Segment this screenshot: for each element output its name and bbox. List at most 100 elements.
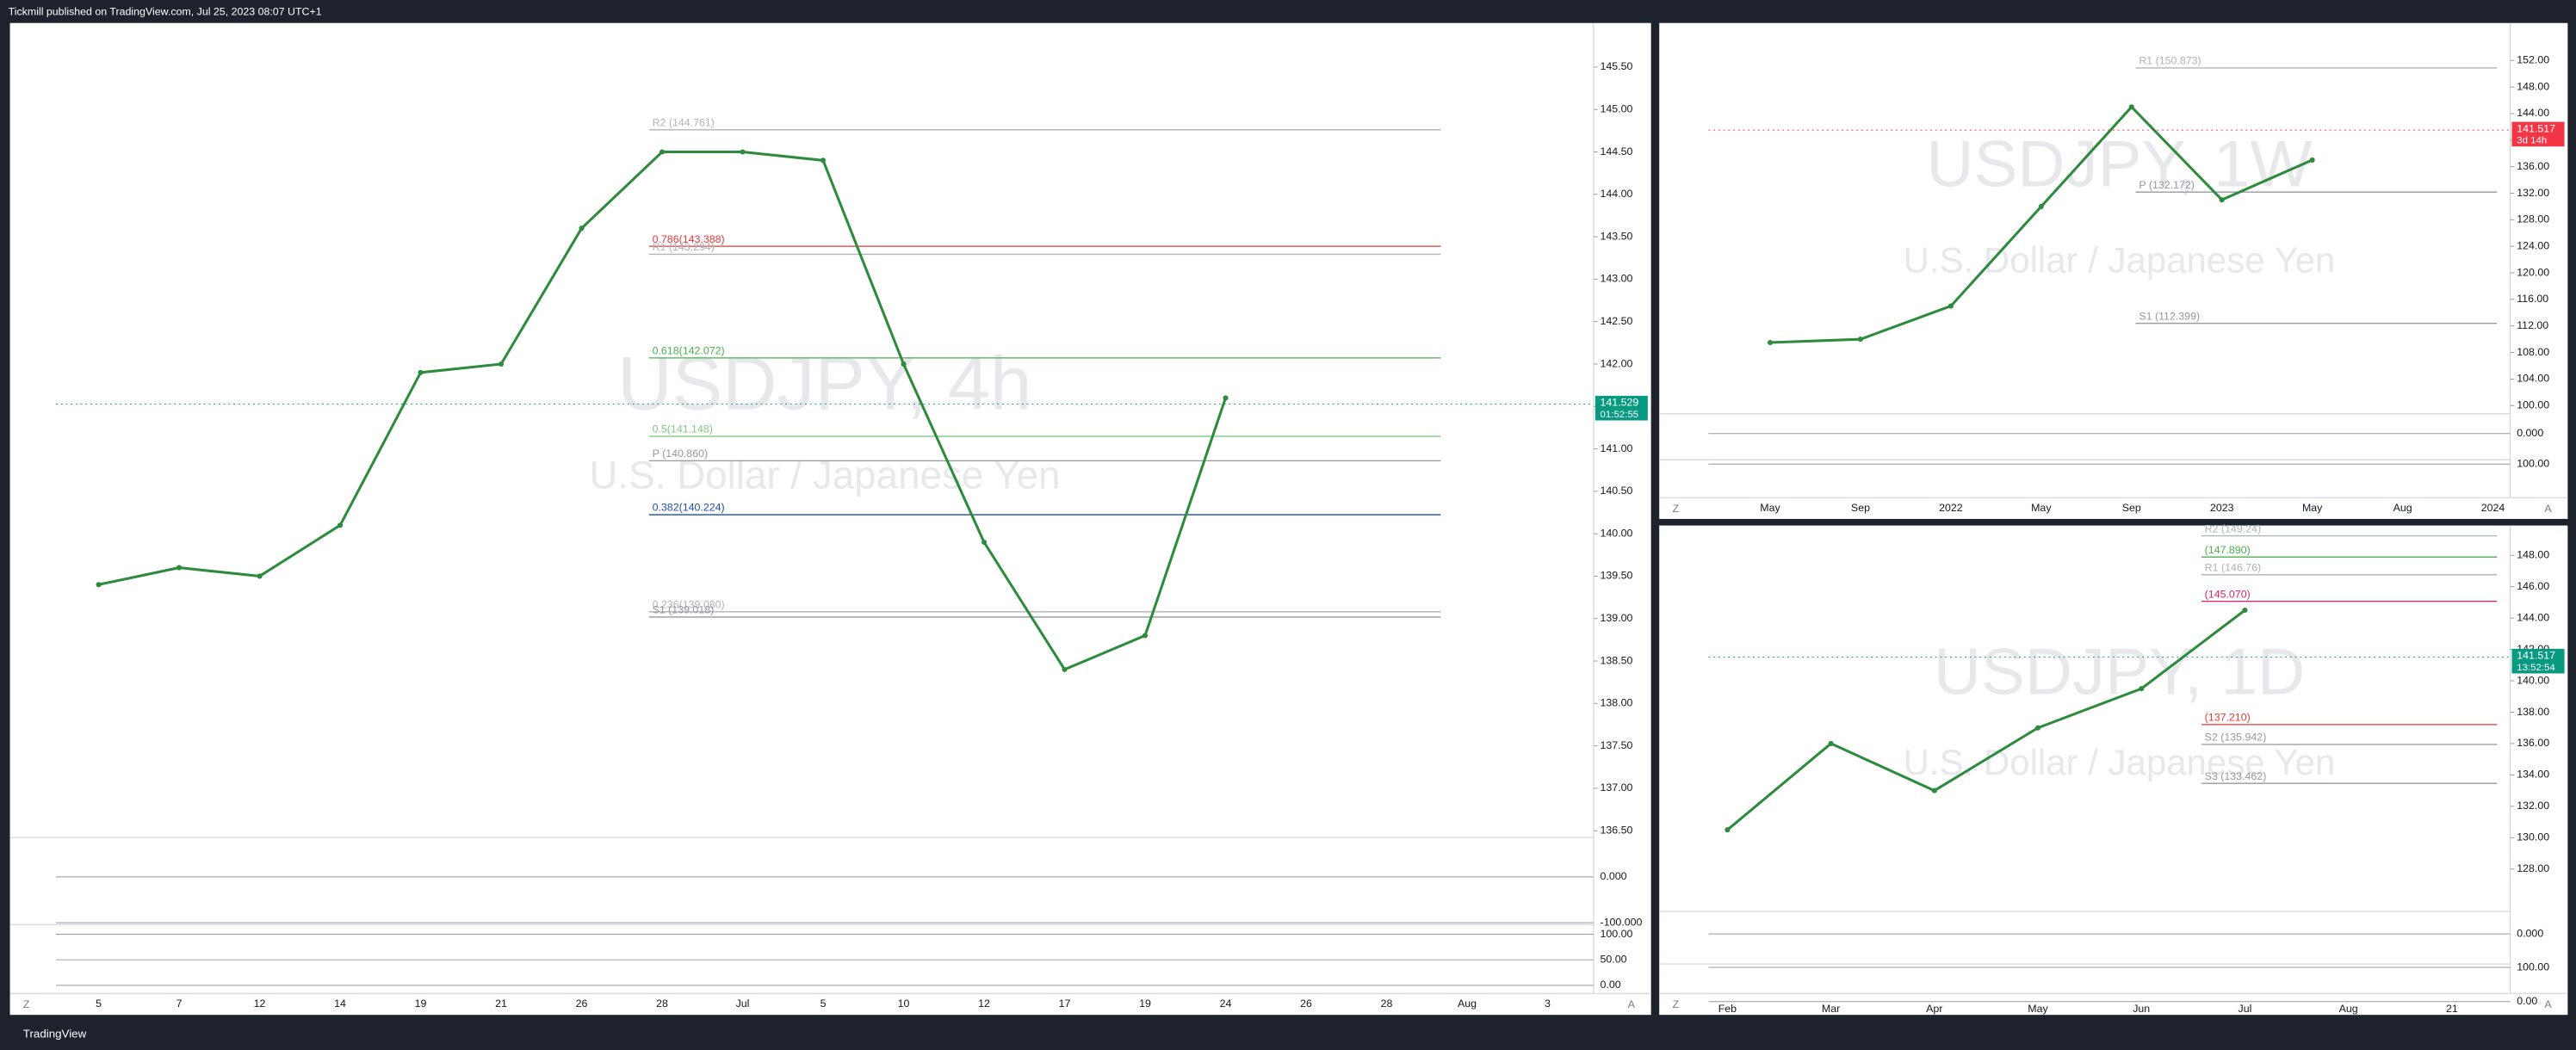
y-tick-label: 136.50 [1601, 824, 1633, 836]
x-tick-label: Aug [2339, 1003, 2358, 1015]
y-tick-label: 128.00 [2517, 862, 2549, 874]
price-point [257, 573, 263, 579]
y-tick-label: 140.00 [1601, 527, 1633, 539]
price-point [1725, 827, 1731, 833]
y-tick-label: 136.00 [2517, 737, 2549, 749]
pane-tick-label: 100.00 [2517, 458, 2549, 470]
price-point [2139, 686, 2145, 692]
y-tick-label: 148.00 [2517, 80, 2549, 92]
last-price-label: 141.517 [2517, 122, 2555, 134]
x-tick-label: 10 [898, 998, 910, 1010]
x-tick-label: 24 [1220, 998, 1232, 1010]
x-tick-label: May [1760, 502, 1780, 514]
y-tick-label: 144.00 [2517, 107, 2549, 119]
y-tick-label: 145.50 [1601, 60, 1633, 72]
panel [9, 22, 1651, 1016]
pane-tick-label: 0.000 [1601, 870, 1627, 882]
price-point [1767, 339, 1774, 346]
x-tick-label: Aug [2393, 502, 2412, 514]
pane-tick-label: 0.000 [2517, 427, 2543, 439]
y-tick-label: 136.00 [2517, 160, 2549, 172]
price-point [1062, 666, 1068, 672]
y-tick-label: 138.00 [2517, 706, 2549, 718]
x-tick-label: Mar [1822, 1003, 1840, 1015]
level-label: S2 (135.942) [2205, 732, 2267, 744]
x-tick-label: Aug [1458, 998, 1477, 1010]
price-point [2309, 157, 2315, 163]
level-label: R2 (144.761) [653, 116, 715, 128]
scale-button[interactable]: A [2544, 998, 2552, 1010]
watermark-subtitle: U.S. Dollar / Japanese Yen [1904, 742, 2336, 782]
price-point [2034, 725, 2041, 731]
price-point [337, 522, 344, 528]
watermark-title: USDJPY, 1W [1926, 128, 2312, 201]
header-text: Tickmill published on TradingView.com, J… [9, 6, 322, 18]
pane-tick-label: 50.00 [1601, 953, 1627, 965]
price-point [1857, 337, 1864, 343]
level-label: 0.618(142.072) [653, 345, 725, 357]
pane-tick-label: 0.00 [2517, 995, 2537, 1007]
y-tick-label: 142.50 [1601, 315, 1633, 327]
y-tick-label: 144.50 [1601, 145, 1633, 158]
x-tick-label: 28 [656, 998, 668, 1010]
x-tick-label: 7 [176, 998, 183, 1010]
scale-button[interactable]: Z [1673, 998, 1680, 1010]
price-point [901, 361, 907, 368]
x-tick-label: 19 [1139, 998, 1151, 1010]
y-tick-label: 148.00 [2517, 548, 2549, 560]
y-tick-label: 137.50 [1601, 739, 1633, 751]
price-point [1931, 788, 1937, 794]
y-tick-label: 143.00 [1601, 273, 1633, 285]
x-tick-label: May [2028, 1003, 2048, 1015]
y-tick-label: 134.00 [2517, 769, 2549, 781]
y-tick-label: 132.00 [2517, 800, 2549, 812]
y-tick-label: 140.50 [1601, 485, 1633, 497]
x-tick-label: Sep [1851, 502, 1870, 514]
price-point [418, 369, 424, 375]
y-tick-label: 145.00 [1601, 102, 1633, 114]
x-tick-label: Jun [2133, 1003, 2150, 1015]
price-point [176, 565, 183, 571]
y-tick-label: 144.00 [1601, 188, 1633, 200]
panel [1659, 22, 2568, 519]
x-tick-label: 2024 [2481, 502, 2505, 514]
level-label: R1 (143.294) [653, 241, 715, 253]
x-tick-label: 12 [978, 998, 990, 1010]
price-point [1223, 395, 1229, 401]
scale-button[interactable]: Z [1673, 503, 1680, 515]
last-price-tag [2511, 121, 2565, 147]
price-point [1947, 303, 1954, 309]
x-tick-label: 12 [254, 998, 266, 1010]
price-point [820, 158, 827, 164]
y-tick-label: 120.00 [2517, 266, 2549, 278]
x-tick-label: 26 [576, 998, 588, 1010]
y-tick-label: 139.50 [1601, 570, 1633, 582]
scale-button[interactable]: A [2544, 503, 2552, 515]
countdown-label: 01:52:55 [1601, 410, 1639, 420]
watermark-subtitle: U.S. Dollar / Japanese Yen [1904, 239, 2336, 280]
x-tick-label: Apr [1926, 1003, 1942, 1015]
price-point [740, 149, 746, 155]
y-tick-label: 104.00 [2517, 373, 2549, 385]
pane-tick-label: 0.000 [2517, 927, 2543, 939]
x-tick-label: Sep [2122, 502, 2141, 514]
level-label: 0.786(143.388) [653, 233, 725, 245]
y-tick-label: 137.00 [1601, 781, 1633, 794]
scale-button[interactable]: Z [23, 998, 30, 1010]
scale-button[interactable]: A [1628, 998, 1636, 1010]
x-tick-label: 26 [1300, 998, 1312, 1010]
watermark-title: USDJPY, 4h [617, 341, 1031, 425]
price-point [2128, 104, 2134, 110]
y-tick-label: 112.00 [2517, 319, 2548, 331]
y-tick-label: 130.00 [2517, 831, 2549, 843]
x-tick-label: Jul [736, 998, 750, 1010]
pane-tick-label: 100.00 [1601, 928, 1633, 940]
x-tick-label: 3 [1545, 998, 1551, 1010]
price-point [2242, 607, 2248, 614]
x-tick-label: May [2302, 502, 2323, 514]
y-tick-label: 140.00 [2517, 674, 2549, 686]
x-tick-label: 5 [820, 998, 827, 1010]
y-tick-label: 100.00 [2517, 399, 2549, 411]
panel [1659, 525, 2568, 1016]
